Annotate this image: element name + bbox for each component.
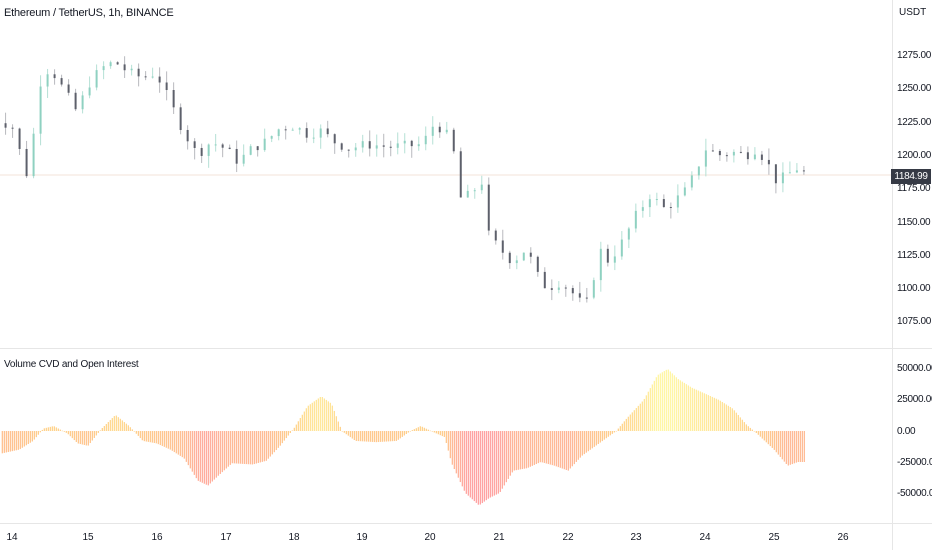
date-label: 20 [424,532,436,543]
pane-divider[interactable] [0,348,932,349]
time-axis-divider [0,523,932,524]
date-label: 22 [562,532,574,543]
date-label: 19 [356,532,368,543]
date-label: 24 [699,532,711,543]
date-label: 17 [220,532,232,543]
price-tick: 1250.00 [897,83,932,94]
date-label: 16 [151,532,163,543]
cvd-histogram [1,369,805,505]
date-label: 23 [630,532,642,543]
price-tick: 1075.00 [897,316,932,327]
candles [4,56,805,303]
price-tick: 1225.00 [897,117,932,128]
date-label: 14 [6,532,18,543]
date-label: 25 [768,532,780,543]
price-tick: 1150.00 [897,217,931,228]
price-tick: 1175.00 [897,183,931,194]
indicator-title[interactable]: Volume CVD and Open Interest [4,359,139,370]
price-tick: 1100.00 [897,283,931,294]
symbol-title[interactable]: Ethereum / TetherUS, 1h, BINANCE [4,7,174,19]
current-price-tag: 1184.99 [891,169,931,184]
price-tick: 1275.00 [897,50,932,61]
indicator-tick: -25000.00 [897,457,932,468]
indicator-tick: 0.00 [897,426,916,437]
price-tick: 1200.00 [897,150,932,161]
indicator-tick: -50000.00 [897,488,932,499]
indicator-tick: 25000.00 [897,394,932,405]
date-label: 18 [288,532,300,543]
date-label: 21 [493,532,505,543]
date-label: 26 [837,532,849,543]
date-label: 15 [82,532,94,543]
price-tick: 1125.00 [897,250,931,261]
indicator-tick: 50000.00 [897,363,932,374]
currency-label: USDT [899,7,927,18]
price-axis[interactable] [892,0,932,550]
